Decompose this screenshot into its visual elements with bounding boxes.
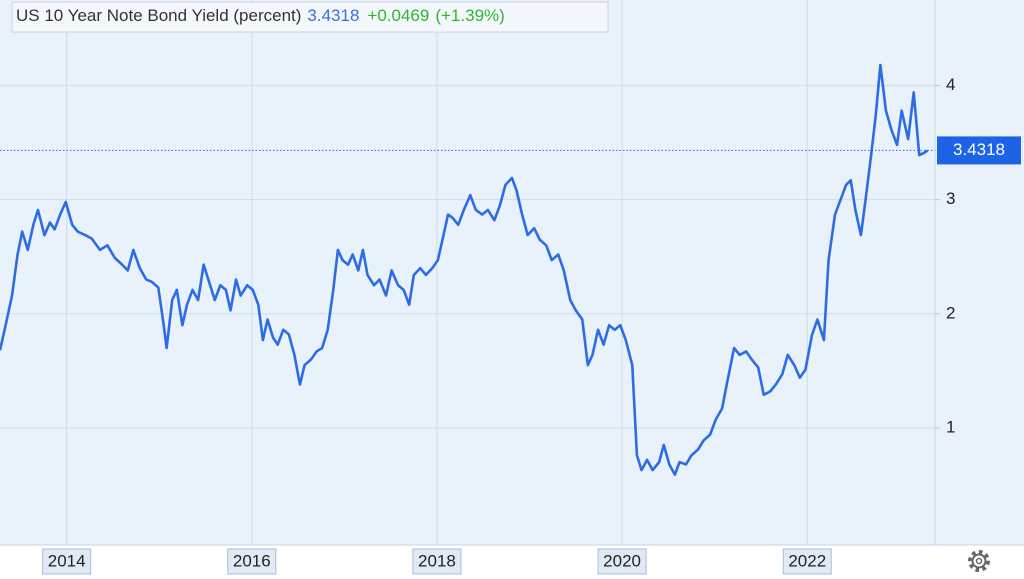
- x-tick-box: [42, 548, 92, 575]
- y-tick-label: 4: [946, 75, 955, 94]
- gear-hub: [975, 557, 983, 565]
- header-box: [11, 1, 609, 33]
- change: +0.0469: [367, 6, 429, 25]
- y-tick-label: 2: [946, 303, 955, 322]
- x-tick-box: [227, 548, 277, 575]
- x-tick-label: 2018: [418, 551, 456, 570]
- y-tick-label: 1: [946, 417, 955, 436]
- plot: [0, 63, 935, 476]
- title: US 10 Year Note Bond Yield (percent): [16, 6, 301, 25]
- x-tick-label: 2014: [48, 551, 86, 570]
- y-tick-label: 3: [946, 189, 955, 208]
- last-value-box: [937, 136, 1021, 165]
- gear-teeth: [968, 550, 990, 572]
- x-tick-label: 2020: [603, 551, 641, 570]
- data-line: [0, 63, 929, 476]
- header: US 10 Year Note Bond Yield (percent) 3.43…: [16, 6, 505, 25]
- gear-ring: [971, 553, 987, 569]
- change-percent: (+1.39%): [435, 6, 504, 25]
- last-value: 3.4318: [307, 6, 359, 25]
- x-tick-box: [782, 548, 832, 575]
- x-tick-label: 2022: [788, 551, 826, 570]
- x-tick-box: [412, 548, 462, 575]
- settings-icon[interactable]: [968, 550, 990, 572]
- last-value-label: 3.4318: [953, 140, 1005, 159]
- plot-background: [0, 0, 1024, 545]
- x-tick-box: [597, 548, 647, 575]
- x-tick-label: 2016: [233, 551, 271, 570]
